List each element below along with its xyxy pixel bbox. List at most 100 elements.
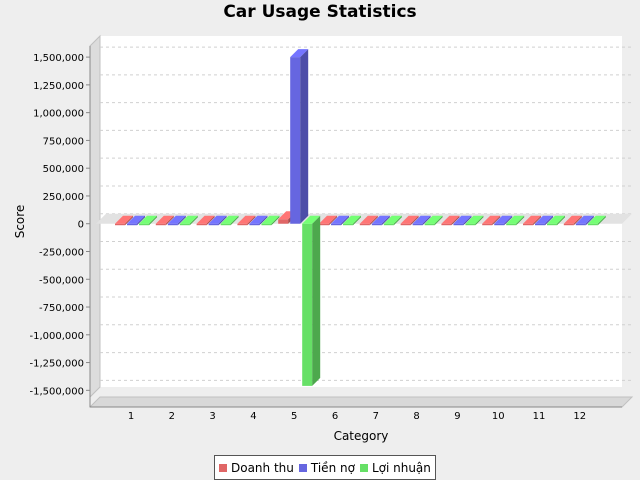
bar [237,215,256,226]
bar [441,215,460,226]
bar-top [441,215,460,224]
bar-front [208,223,219,226]
bar-front [343,223,353,226]
bar-front [155,223,166,226]
legend-item: Lợi nhuận [359,460,431,475]
legend-label: Lợi nhuận [371,460,431,475]
y-tick-label: 250,000 [43,192,84,203]
bar [383,215,402,226]
bar-side [177,215,186,226]
bar-top [494,215,513,224]
y-tick-label: 750,000 [43,136,84,147]
bar-side [218,215,227,226]
bar-side [247,215,256,226]
legend-swatch [219,463,227,472]
legend-label: Doanh thu [231,460,294,475]
bar [196,215,215,226]
x-tick-label: 11 [533,411,546,422]
x-tick-label: 9 [454,411,460,422]
y-tick-label: 0 [78,220,84,231]
bar-top [208,215,227,224]
bar-side [463,215,472,226]
x-tick-label: 6 [332,411,338,422]
bar-side [585,215,594,226]
y-tick-label: -1,500,000 [29,386,84,397]
y-tick-label: -1,000,000 [29,331,84,342]
bar-side [533,215,541,226]
bar-top [220,215,239,224]
x-tick-label: 1 [128,411,134,422]
bar-front [371,223,382,226]
bar-front [523,223,533,226]
bar [535,215,553,226]
bar-front [587,223,598,226]
bar-side [597,215,606,226]
bar-front [535,223,545,226]
y-axis-label: Score [13,205,27,239]
bar-top [359,215,378,224]
bar [167,215,186,226]
bar-front [319,223,329,226]
bar [424,215,443,226]
bar-side [434,215,443,226]
bar-side [230,215,239,226]
y-tick-label: 1,000,000 [33,109,84,120]
bar-front [167,223,178,226]
bar-side [341,215,349,226]
bar-front [383,223,394,226]
bar [115,215,133,226]
bar-front [237,223,248,226]
bar-top [535,215,553,224]
bar-side [422,215,431,226]
bar-front [249,223,260,226]
bar-side [125,215,133,226]
bar-front [359,223,370,226]
bar [343,215,361,226]
bar-side [206,215,215,226]
bar-top [249,215,268,224]
bar-side [492,215,501,226]
bar-side [259,215,268,226]
bar-front [494,223,505,226]
bar-top [343,215,361,224]
bar-front [547,223,557,226]
bar [494,215,513,226]
bar-top [575,215,594,224]
legend-swatch [298,463,307,472]
bar-side [369,215,378,226]
bar [290,49,309,224]
bar-front [400,223,411,226]
bar-side [557,215,565,226]
bar-front [115,223,125,226]
bar-side [451,215,460,226]
bar [412,215,431,226]
bar [302,215,321,386]
plot-floor [88,396,634,408]
bar-front [424,223,435,226]
bar-top [412,215,431,224]
x-tick-label: 12 [573,411,586,422]
bar-front [261,223,272,226]
bar-top [319,215,337,224]
bar-top [290,49,309,58]
y-axis-ticks: 1,500,000 1,250,000 1,000,000 750,000 500,00… [29,53,90,397]
bar-top [115,215,133,224]
bar-top [302,215,321,224]
x-tick-label: 4 [250,411,256,422]
bar [179,215,198,226]
bar-top [400,215,419,224]
bars [115,49,606,386]
bar-top [523,215,541,224]
bar-top [453,215,472,224]
bar-side [410,215,419,226]
bar-side [149,215,157,226]
bar-side [545,215,553,226]
bar [523,215,541,226]
bar-side [573,215,582,226]
bar-front [453,223,464,226]
bar [575,215,594,226]
bar-front [441,223,452,226]
bar-front [575,223,586,226]
bar [563,215,582,226]
